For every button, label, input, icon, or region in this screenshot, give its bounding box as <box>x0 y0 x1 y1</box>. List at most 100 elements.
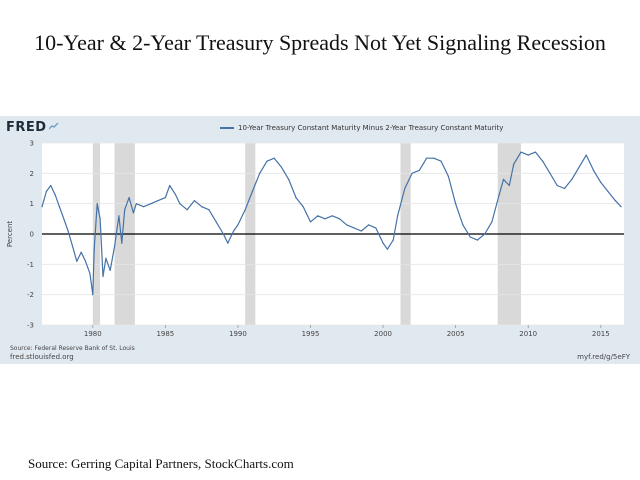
data-point <box>324 218 326 220</box>
data-point <box>382 242 384 244</box>
chart-legend: 10-Year Treasury Constant Maturity Minus… <box>220 124 503 132</box>
data-point <box>607 190 609 193</box>
data-point <box>469 236 471 238</box>
y-tick-label: 2 <box>30 170 34 178</box>
x-tick-label: 1995 <box>302 330 320 338</box>
data-point <box>288 178 290 180</box>
data-point <box>520 151 522 153</box>
data-point <box>317 215 319 217</box>
y-tick-label: -2 <box>27 291 34 299</box>
data-point <box>620 206 622 208</box>
x-tick-label: 2015 <box>592 330 610 338</box>
data-point <box>556 184 558 187</box>
data-point <box>295 197 297 199</box>
tick-labels: 3 2 1 0 -1 -2 -3 1980 1985 1990 1995 2000 2005 2010 20… <box>27 140 610 339</box>
data-point <box>237 224 239 226</box>
x-tick-label: 2005 <box>447 330 465 338</box>
fred-source-note: Source: Federal Reserve Bank of St. Loui… <box>10 345 135 352</box>
data-point <box>534 151 537 153</box>
footer-source: Source: Gerring Capital Partners, StockC… <box>28 456 294 471</box>
data-point <box>164 197 166 199</box>
data-point <box>193 200 195 202</box>
data-point <box>93 248 95 250</box>
data-point <box>433 157 435 159</box>
data-point <box>157 200 159 202</box>
data-point <box>346 224 348 226</box>
fred-logo[interactable]: FRED <box>6 120 59 135</box>
data-point <box>331 215 333 217</box>
legend-swatch <box>220 127 234 129</box>
fred-short-link[interactable]: myf.red/g/5eFY <box>577 353 630 361</box>
data-point <box>491 221 493 223</box>
data-point <box>600 181 602 184</box>
data-point <box>592 169 595 171</box>
data-point <box>208 209 210 211</box>
data-point <box>426 157 428 159</box>
data-point <box>455 203 457 205</box>
data-point <box>113 245 116 247</box>
data-point <box>132 212 135 214</box>
data-point <box>367 224 370 226</box>
data-point <box>498 193 500 196</box>
data-point <box>302 206 304 208</box>
data-point <box>360 230 362 232</box>
data-point <box>508 184 510 187</box>
data-point <box>563 187 566 190</box>
data-point <box>102 275 104 278</box>
data-point <box>585 154 587 156</box>
data-point <box>392 239 394 241</box>
data-point <box>549 172 551 174</box>
data-point <box>266 160 268 162</box>
data-point <box>76 260 78 262</box>
data-point <box>418 169 420 171</box>
data-point <box>578 166 580 168</box>
data-point <box>502 178 505 180</box>
grid-lines <box>42 142 624 328</box>
data-point <box>411 172 413 174</box>
data-point <box>150 203 152 205</box>
data-point <box>215 221 217 223</box>
fred-url-link[interactable]: fred.stlouisfed.org <box>10 353 74 361</box>
data-point <box>571 178 573 180</box>
data-point <box>375 227 377 229</box>
data-point <box>96 203 98 205</box>
data-point <box>259 172 261 174</box>
data-point <box>84 260 87 262</box>
data-point <box>222 233 225 235</box>
y-tick-label: 1 <box>30 200 34 208</box>
data-point <box>527 154 529 156</box>
series-points <box>41 151 622 296</box>
y-axis-label: Percent <box>6 221 14 248</box>
data-point <box>280 166 283 168</box>
y-tick-label: -1 <box>27 261 34 269</box>
x-tick-label: 1985 <box>156 330 174 338</box>
data-point <box>186 209 188 211</box>
data-point <box>92 294 94 296</box>
data-point <box>447 175 449 177</box>
data-point <box>45 190 47 193</box>
x-tick-label: 1990 <box>229 330 247 338</box>
y-tick-label: 0 <box>30 231 34 239</box>
legend-series-label: 10-Year Treasury Constant Maturity Minus… <box>238 124 504 132</box>
x-tick-label: 1980 <box>84 330 102 338</box>
data-point <box>41 206 43 208</box>
data-point <box>121 242 123 244</box>
data-point <box>118 215 120 217</box>
data-point <box>89 272 91 275</box>
y-tick-label: 3 <box>30 140 34 148</box>
data-point <box>58 206 61 208</box>
data-point <box>513 163 515 165</box>
data-point <box>476 239 479 241</box>
treasury-spread-chart: 3 2 1 0 -1 -2 -3 1980 1985 1990 1995 2000 2005 2010 20… <box>6 140 624 339</box>
data-point <box>386 248 389 250</box>
data-point <box>109 269 111 271</box>
data-point <box>227 242 229 244</box>
data-point <box>124 209 126 211</box>
data-point <box>50 184 52 187</box>
data-point <box>128 197 130 199</box>
data-point <box>67 230 69 232</box>
data-point <box>251 190 254 193</box>
data-point <box>63 218 65 220</box>
x-tick-label: 2000 <box>374 330 392 338</box>
data-point <box>440 160 442 162</box>
